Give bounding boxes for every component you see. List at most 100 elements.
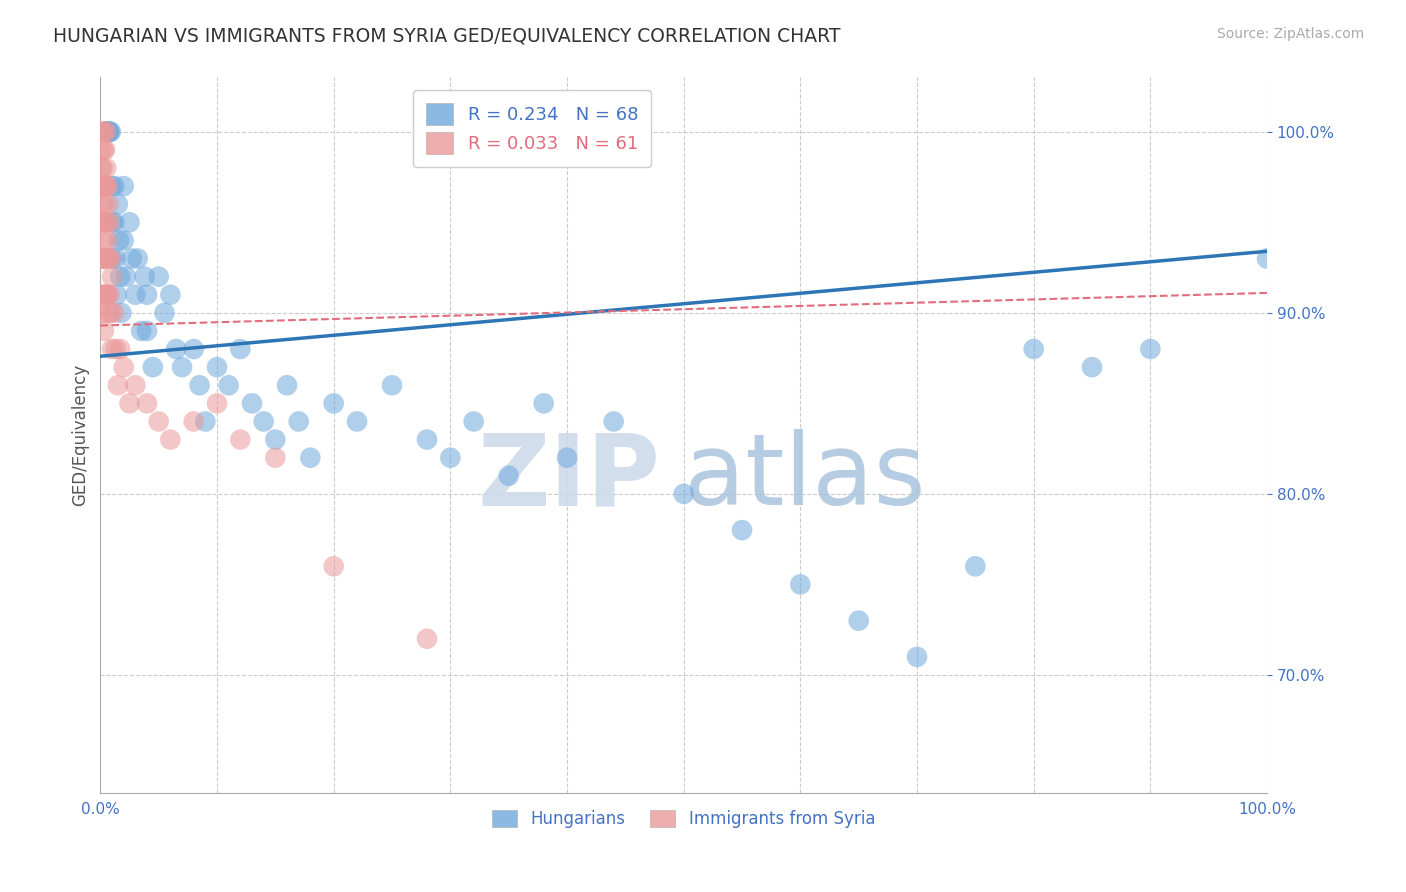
- Point: [96, 287, 118, 301]
- Text: atlas: atlas: [683, 429, 925, 526]
- Point: [229, 342, 252, 356]
- Point: [127, 252, 149, 266]
- Point: [672, 487, 695, 501]
- Point: [96, 287, 118, 301]
- Point: [103, 306, 125, 320]
- Point: [90, 125, 112, 139]
- Point: [93, 125, 115, 139]
- Point: [159, 287, 181, 301]
- Text: HUNGARIAN VS IMMIGRANTS FROM SYRIA GED/EQUIVALENCY CORRELATION CHART: HUNGARIAN VS IMMIGRANTS FROM SYRIA GED/E…: [53, 27, 841, 45]
- Point: [90, 197, 112, 211]
- Point: [905, 649, 928, 664]
- Point: [91, 179, 114, 194]
- Point: [731, 523, 754, 537]
- Point: [159, 433, 181, 447]
- Point: [1256, 252, 1278, 266]
- Point: [90, 143, 112, 157]
- Point: [94, 215, 117, 229]
- Point: [94, 252, 117, 266]
- Point: [97, 125, 120, 139]
- Point: [129, 324, 152, 338]
- Point: [142, 360, 165, 375]
- Point: [848, 614, 870, 628]
- Point: [97, 306, 120, 320]
- Point: [463, 414, 485, 428]
- Point: [124, 287, 146, 301]
- Point: [118, 215, 141, 229]
- Point: [105, 287, 128, 301]
- Point: [381, 378, 404, 392]
- Point: [93, 197, 115, 211]
- Point: [101, 179, 124, 194]
- Point: [93, 252, 115, 266]
- Point: [264, 433, 287, 447]
- Point: [555, 450, 578, 465]
- Point: [218, 378, 240, 392]
- Point: [96, 125, 118, 139]
- Point: [96, 161, 118, 175]
- Point: [416, 632, 439, 646]
- Point: [602, 414, 624, 428]
- Point: [148, 414, 170, 428]
- Point: [100, 306, 122, 320]
- Point: [205, 360, 228, 375]
- Legend: Hungarians, Immigrants from Syria: Hungarians, Immigrants from Syria: [485, 803, 882, 834]
- Point: [96, 179, 118, 194]
- Point: [134, 269, 156, 284]
- Point: [96, 125, 118, 139]
- Point: [276, 378, 298, 392]
- Point: [96, 179, 118, 194]
- Point: [1139, 342, 1161, 356]
- Point: [91, 215, 114, 229]
- Point: [97, 252, 120, 266]
- Point: [96, 125, 118, 139]
- Point: [94, 143, 117, 157]
- Point: [1022, 342, 1045, 356]
- Point: [965, 559, 987, 574]
- Point: [112, 179, 135, 194]
- Point: [96, 234, 118, 248]
- Point: [322, 559, 344, 574]
- Point: [118, 396, 141, 410]
- Point: [93, 287, 115, 301]
- Point: [1081, 360, 1104, 375]
- Point: [322, 396, 344, 410]
- Point: [104, 342, 127, 356]
- Point: [498, 468, 520, 483]
- Point: [112, 360, 135, 375]
- Point: [299, 450, 322, 465]
- Point: [229, 433, 252, 447]
- Point: [148, 269, 170, 284]
- Y-axis label: GED/Equivalency: GED/Equivalency: [72, 364, 89, 506]
- Point: [264, 450, 287, 465]
- Point: [112, 234, 135, 248]
- Point: [96, 125, 118, 139]
- Point: [96, 215, 118, 229]
- Point: [98, 125, 121, 139]
- Point: [93, 143, 115, 157]
- Point: [100, 125, 122, 139]
- Point: [103, 215, 125, 229]
- Point: [183, 414, 205, 428]
- Point: [115, 269, 138, 284]
- Point: [100, 252, 122, 266]
- Point: [90, 252, 112, 266]
- Point: [104, 252, 127, 266]
- Point: [439, 450, 461, 465]
- Point: [136, 396, 159, 410]
- Point: [98, 287, 121, 301]
- Point: [94, 287, 117, 301]
- Point: [91, 125, 114, 139]
- Point: [205, 396, 228, 410]
- Point: [183, 342, 205, 356]
- Point: [416, 433, 439, 447]
- Point: [93, 324, 115, 338]
- Point: [533, 396, 555, 410]
- Point: [107, 378, 129, 392]
- Point: [188, 378, 211, 392]
- Text: ZIP: ZIP: [478, 429, 661, 526]
- Point: [93, 179, 115, 194]
- Point: [789, 577, 811, 591]
- Point: [240, 396, 263, 410]
- Text: Source: ZipAtlas.com: Source: ZipAtlas.com: [1216, 27, 1364, 41]
